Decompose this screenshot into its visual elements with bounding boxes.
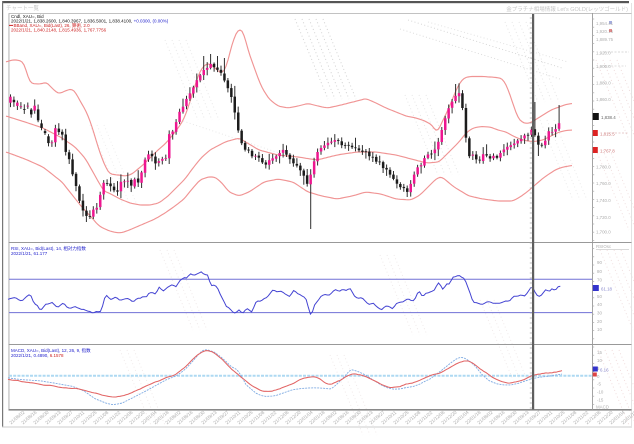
- svg-text:2022/1/21, 0.4890, 6.1578: 2022/1/21, 0.4890, 6.1578: [11, 353, 64, 358]
- svg-text:1,767.8: 1,767.8: [600, 149, 615, 154]
- svg-text:-10: -10: [597, 390, 604, 395]
- svg-text:1,760.0: 1,760.0: [596, 181, 611, 186]
- svg-text:6.16: 6.16: [600, 368, 609, 373]
- svg-text:チャート一覧: チャート一覧: [6, 4, 39, 12]
- svg-text:61.18: 61.18: [601, 287, 613, 292]
- svg-text:80: 80: [597, 269, 602, 274]
- svg-text:2022/1/21, 1,840.2148, 1,815.4: 2022/1/21, 1,840.2148, 1,815.4936, 1,767…: [11, 28, 107, 33]
- svg-text:5: 5: [597, 366, 600, 371]
- svg-text:1,880.0: 1,880.0: [596, 81, 611, 86]
- svg-text:1,920.16: 1,920.16: [596, 29, 614, 34]
- svg-text:20: 20: [597, 319, 602, 324]
- svg-text:1,900.0: 1,900.0: [596, 64, 611, 69]
- svg-text:50: 50: [597, 294, 602, 299]
- svg-text:BBand, XAU=, Bid(Last), 26, 算術: BBand, XAU=, Bid(Last), 26, 算術, 2.0: [14, 22, 91, 29]
- svg-text:2022/1/21, 61.177: 2022/1/21, 61.177: [11, 251, 48, 256]
- svg-text:MACD, XAU=, Bid(Last), 12, 26,: MACD, XAU=, Bid(Last), 12, 26, 9, 指数: [11, 347, 91, 354]
- svg-text:90: 90: [597, 260, 602, 265]
- svg-text:Cndl, XAU=, Bid: Cndl, XAU=, Bid: [11, 14, 44, 19]
- svg-text:15: 15: [597, 350, 602, 355]
- svg-text:1,780.0: 1,780.0: [596, 165, 611, 170]
- svg-text:1,720.0: 1,720.0: [596, 215, 611, 220]
- svg-text:1,700.0: 1,700.0: [596, 230, 611, 235]
- svg-text:2022/1/21, 1,838.2600, 1,840.3: 2022/1/21, 1,838.2600, 1,840.3967, 1,836…: [11, 19, 169, 24]
- svg-text:30: 30: [597, 311, 602, 316]
- svg-text:10: 10: [597, 358, 602, 363]
- svg-text:RSI, XAU=, Bid(Last), 14, 相対力指: RSI, XAU=, Bid(Last), 14, 相対力指数: [11, 245, 86, 252]
- svg-text:1,740.0: 1,740.0: [596, 198, 611, 203]
- svg-text:10: 10: [597, 327, 602, 332]
- svg-text:70: 70: [597, 277, 602, 282]
- svg-text:金プラチナ相場情報 Let's GOLD(レッツゴールド): 金プラチナ相場情報 Let's GOLD(レッツゴールド): [506, 5, 628, 13]
- svg-text:-5: -5: [597, 382, 601, 387]
- svg-text:40: 40: [597, 302, 602, 307]
- svg-text:1,860.0: 1,860.0: [596, 97, 611, 102]
- svg-text:1,889.75: 1,889.75: [596, 37, 614, 42]
- svg-text:0: 0: [597, 374, 600, 379]
- svg-text:1,815.5: 1,815.5: [600, 132, 615, 137]
- svg-text:-15: -15: [597, 398, 604, 403]
- svg-text:MACD: MACD: [596, 405, 609, 410]
- svg-text:1,920.0: 1,920.0: [596, 51, 611, 56]
- svg-text:1,838.4: 1,838.4: [601, 115, 616, 120]
- svg-text:RSIOsc: RSIOsc: [596, 244, 612, 249]
- svg-text:1,954.41: 1,954.41: [596, 21, 614, 26]
